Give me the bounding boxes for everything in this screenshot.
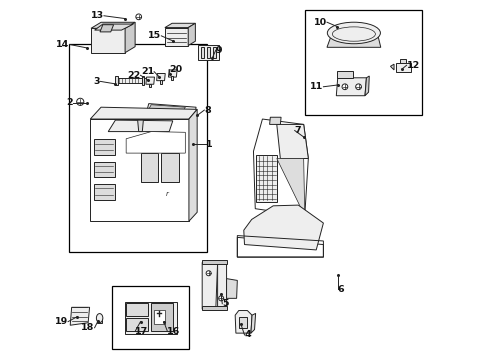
Bar [94,139,115,155]
Polygon shape [269,117,281,125]
Bar [146,113,162,131]
Text: 16: 16 [167,327,180,336]
Polygon shape [91,22,135,28]
Text: 18: 18 [81,323,94,332]
Text: 5: 5 [222,299,228,308]
Text: 15: 15 [148,31,161,40]
Circle shape [355,84,361,90]
Polygon shape [168,70,177,77]
Polygon shape [276,158,304,216]
Ellipse shape [326,22,380,44]
Bar [97,319,102,323]
Bar [238,317,247,328]
Bar [94,184,115,200]
Ellipse shape [96,314,102,323]
Bar [167,113,182,131]
Text: r: r [165,191,168,197]
Polygon shape [217,262,226,307]
Text: 11: 11 [309,82,323,91]
Bar [69,44,206,252]
Text: 21: 21 [141,67,154,76]
Text: 13: 13 [91,11,104,20]
Text: 10: 10 [313,18,326,27]
Polygon shape [90,107,197,119]
Bar [207,47,210,58]
Polygon shape [137,120,143,132]
Polygon shape [237,237,323,257]
Polygon shape [336,78,366,96]
Bar [124,302,176,334]
Bar [171,76,173,80]
Text: 8: 8 [204,105,211,114]
Polygon shape [100,25,113,32]
Bar [115,76,118,85]
Polygon shape [250,314,255,333]
Polygon shape [94,24,133,30]
Bar [159,80,162,84]
Polygon shape [156,73,165,81]
Bar [117,78,142,83]
Polygon shape [164,23,195,28]
Polygon shape [125,22,135,53]
Polygon shape [70,307,89,325]
Bar [198,45,219,60]
Bar [94,162,115,177]
Polygon shape [389,64,393,70]
Polygon shape [226,279,237,298]
Text: 22: 22 [127,71,140,80]
Bar [395,63,410,72]
Bar [154,310,164,324]
Polygon shape [253,119,308,216]
Text: 20: 20 [169,65,182,74]
Bar [201,47,204,58]
Polygon shape [202,262,217,309]
Bar [305,10,421,116]
Circle shape [341,84,347,90]
Polygon shape [108,120,172,132]
Bar [112,286,188,348]
Text: 7: 7 [294,126,301,135]
Bar [212,47,215,58]
Polygon shape [326,36,380,47]
Polygon shape [244,205,323,250]
Bar [255,155,276,202]
Text: 14: 14 [56,40,69,49]
Bar [202,260,226,264]
Polygon shape [140,104,196,135]
Bar [148,84,151,87]
Bar [142,76,144,85]
Polygon shape [90,119,188,221]
Text: 3: 3 [94,77,100,86]
Text: 12: 12 [406,61,419,70]
Text: 19: 19 [55,317,68,326]
Bar [126,303,148,316]
Text: 17: 17 [135,327,148,336]
Polygon shape [364,76,368,96]
Text: 9: 9 [215,46,222,55]
Polygon shape [91,28,125,53]
Bar [202,306,226,310]
Polygon shape [145,77,154,84]
Polygon shape [164,28,188,45]
Polygon shape [336,71,352,78]
Circle shape [218,296,223,301]
Bar [126,318,148,331]
Text: 2: 2 [66,98,73,107]
Polygon shape [126,132,185,153]
Text: 4: 4 [244,330,251,339]
Bar [161,153,178,182]
Circle shape [136,14,142,20]
Polygon shape [235,311,251,333]
Polygon shape [276,125,308,158]
Bar [150,303,173,331]
Text: 6: 6 [337,285,344,294]
Bar [140,153,158,182]
Polygon shape [188,23,195,45]
Bar [400,59,406,63]
Circle shape [206,271,211,276]
Circle shape [77,98,83,105]
Polygon shape [146,105,185,113]
Text: 1: 1 [205,140,212,149]
Polygon shape [188,109,197,221]
